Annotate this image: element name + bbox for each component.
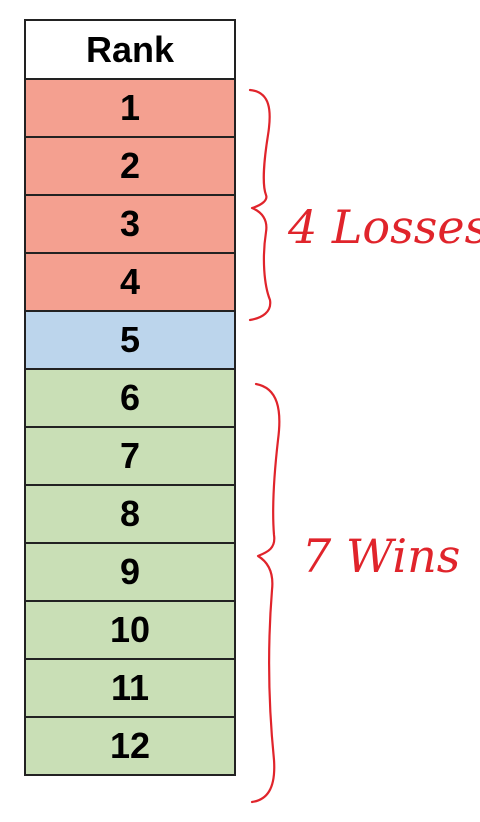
rank-cell: 3 [24, 194, 236, 254]
rank-row: 7 [24, 426, 236, 486]
header-row: Rank [24, 19, 236, 80]
rank-cell: 4 [24, 252, 236, 312]
rank-table: Rank 1 2 3 4 5 6 7 8 9 10 11 12 [24, 19, 236, 776]
rank-cell: 12 [24, 716, 236, 776]
rank-cell: 2 [24, 136, 236, 196]
losses-brace [248, 88, 272, 322]
wins-brace [250, 382, 281, 804]
rank-cell: 7 [24, 426, 236, 486]
rank-cell: 5 [24, 310, 236, 370]
rank-cell: 10 [24, 600, 236, 660]
rank-row: 3 [24, 194, 236, 254]
rank-cell: 8 [24, 484, 236, 544]
rank-header: Rank [24, 19, 236, 80]
rank-cell: 1 [24, 78, 236, 138]
rank-row: 2 [24, 136, 236, 196]
rank-body: 1 2 3 4 5 6 7 8 9 10 11 12 [24, 78, 236, 776]
rank-row: 9 [24, 542, 236, 602]
rank-row: 5 [24, 310, 236, 370]
losses-label: 4 Losses [287, 200, 480, 254]
rank-row: 12 [24, 716, 236, 776]
rank-cell: 11 [24, 658, 236, 718]
rank-cell: 9 [24, 542, 236, 602]
rank-row: 8 [24, 484, 236, 544]
rank-row: 1 [24, 78, 236, 138]
rank-row: 10 [24, 600, 236, 660]
wins-label: 7 Wins [302, 529, 460, 583]
rank-row: 4 [24, 252, 236, 312]
rank-row: 11 [24, 658, 236, 718]
rank-cell: 6 [24, 368, 236, 428]
rank-row: 6 [24, 368, 236, 428]
